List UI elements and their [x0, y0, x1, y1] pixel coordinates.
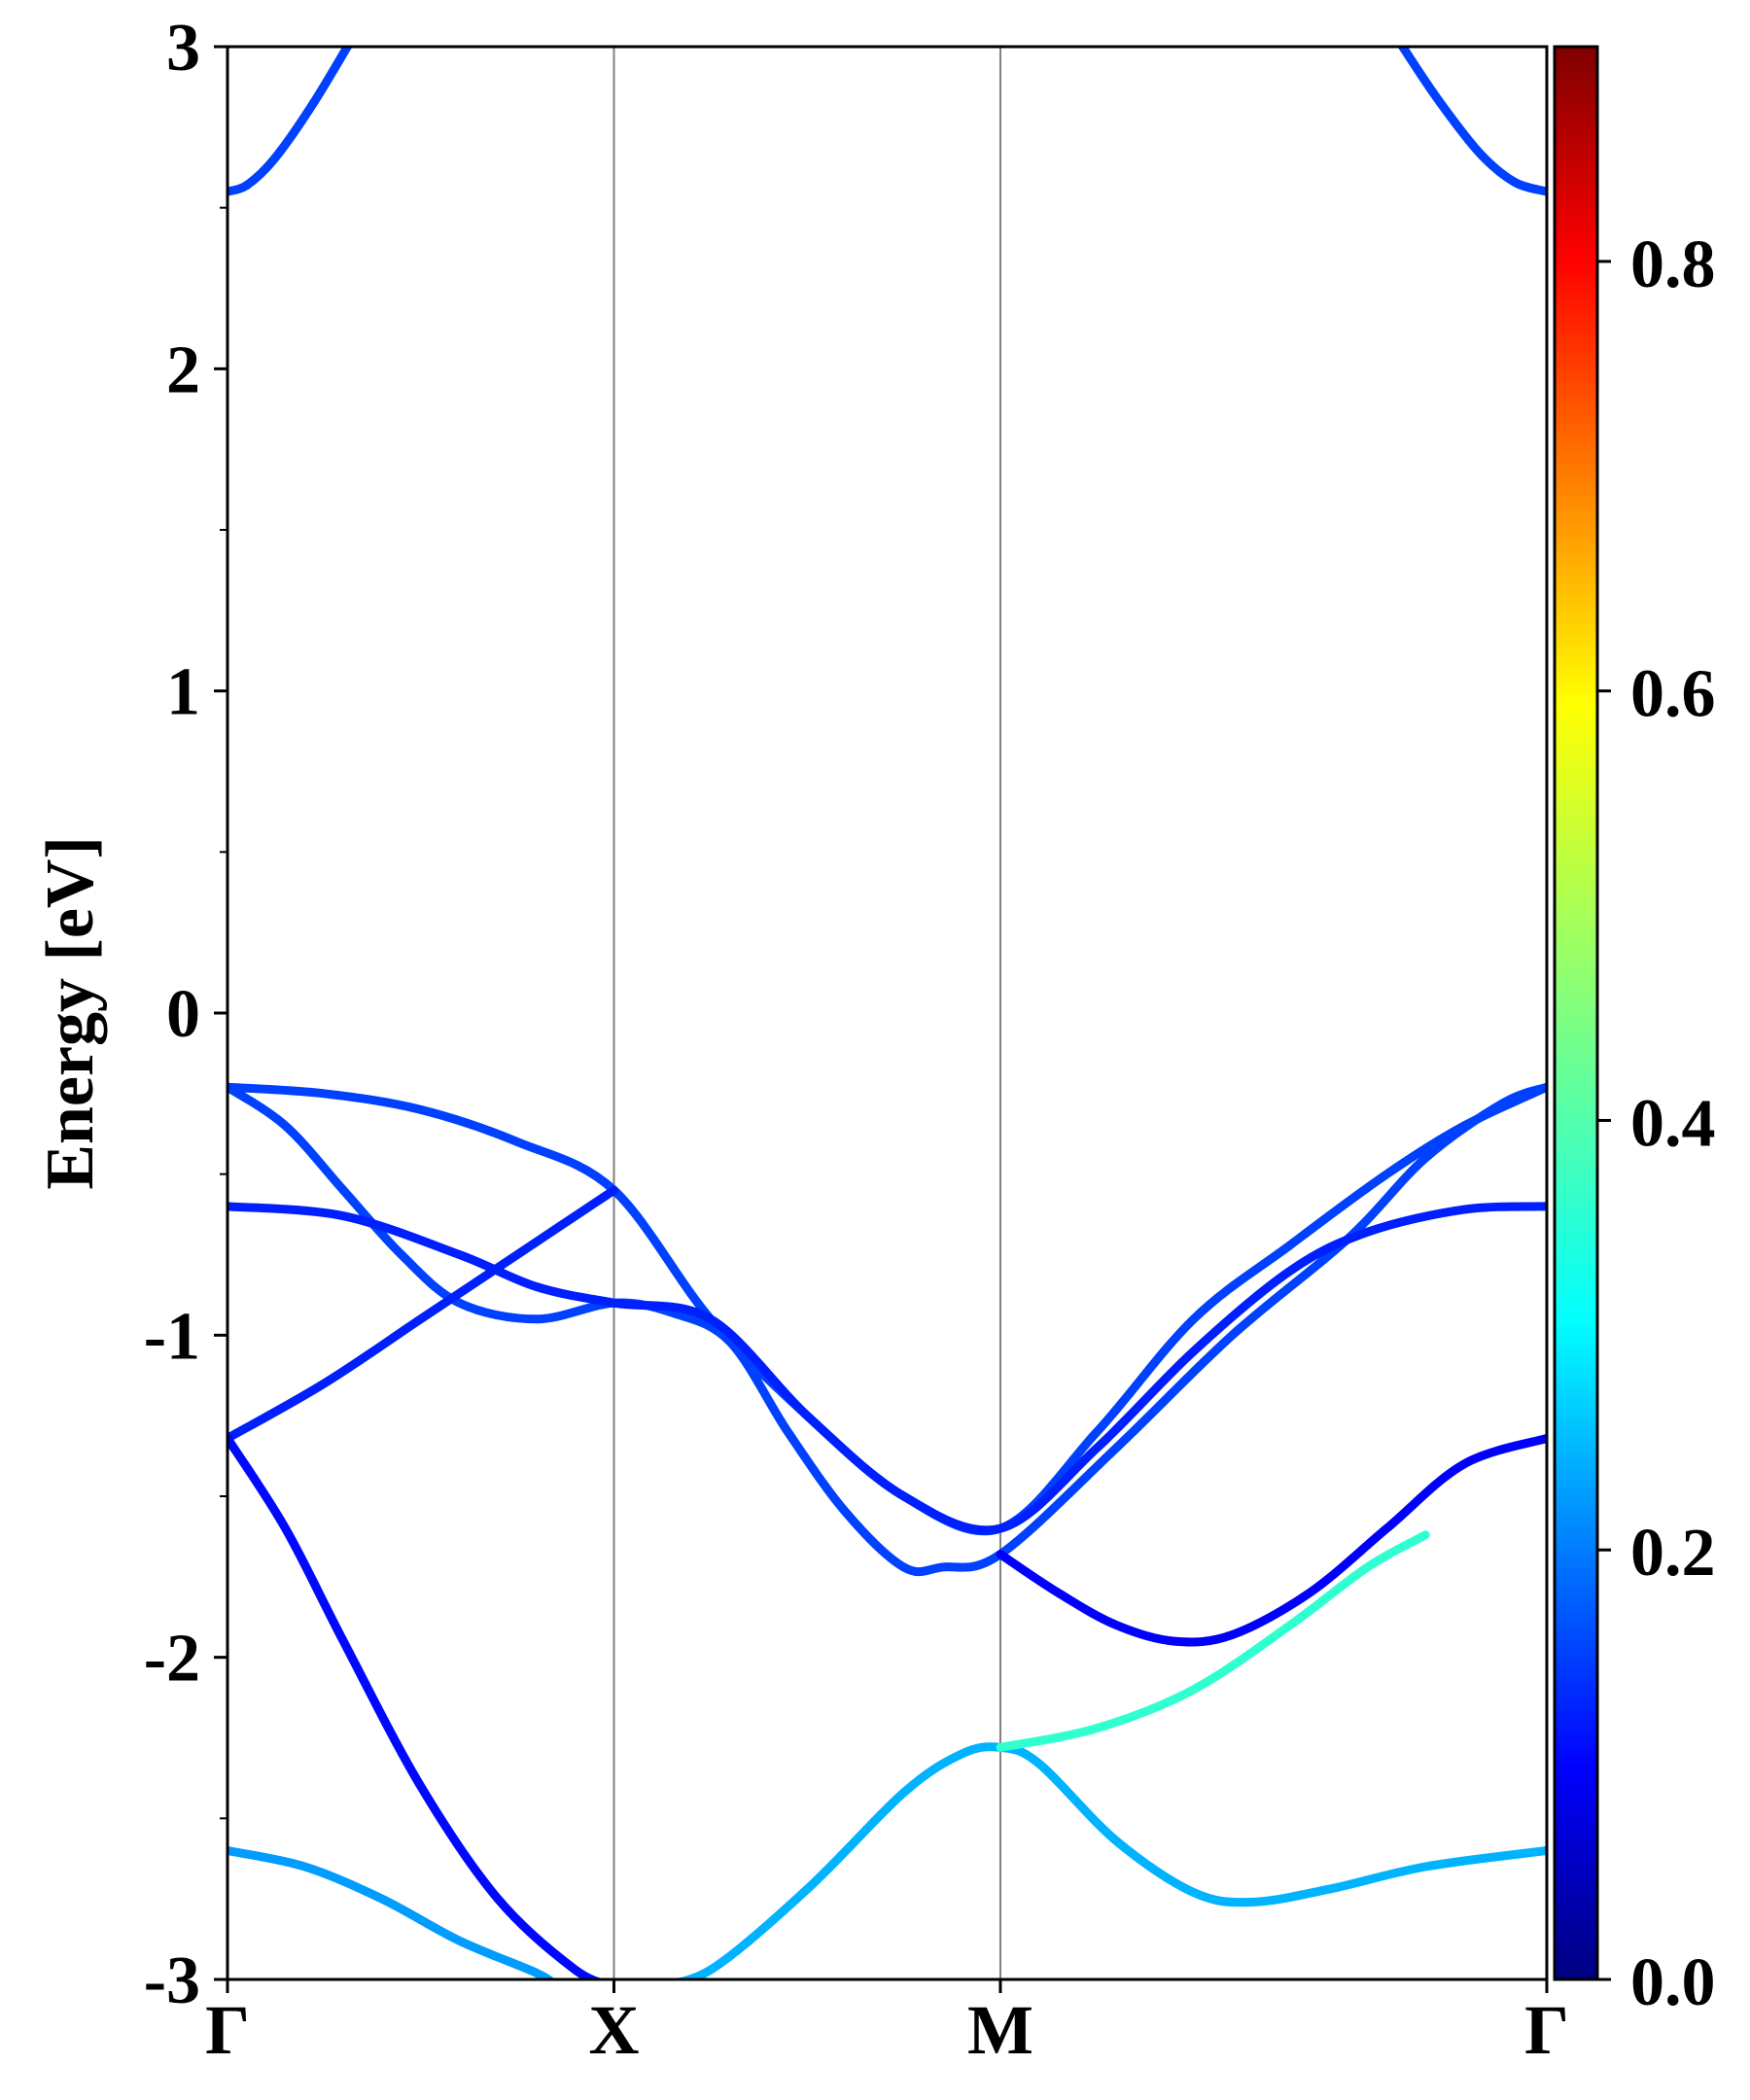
x-tick-label: Γ	[1524, 1991, 1569, 2069]
y-tick-label: 1	[166, 655, 200, 730]
y-tick-label: -1	[144, 1299, 200, 1374]
colorbar-gradient	[1553, 45, 1599, 1981]
band-line-6	[228, 1433, 607, 1979]
colorbar-tick-label: 0.6	[1630, 657, 1716, 732]
colorbar-tick-label: 0.8	[1630, 228, 1716, 302]
plot-area	[612, 47, 1001, 1979]
band-line-4	[228, 1202, 1547, 1535]
band-line-7	[996, 1433, 1547, 1647]
x-tick-label: X	[588, 1991, 639, 2069]
y-tick-label: 3	[166, 11, 200, 86]
colorbar-tick-label: 0.2	[1630, 1516, 1716, 1591]
band-line-8	[228, 1846, 556, 1979]
y-tick-label: 0	[166, 977, 200, 1052]
x-tick-label: M	[967, 1991, 1033, 2069]
y-tick-label: -2	[144, 1622, 200, 1697]
axes: -3 -2 -1 0 1 2 3 Γ X M Γ	[144, 11, 1569, 2069]
plot-frame	[226, 45, 1549, 1981]
band-line-9	[668, 1742, 1547, 1979]
band-line-1	[1397, 47, 1547, 196]
y-axis-label: Energy [eV]	[33, 836, 108, 1190]
band-line-1	[228, 47, 353, 196]
y-tick-label: -3	[144, 1943, 200, 2018]
band-lines	[228, 47, 1547, 1979]
colorbar: 0.0 0.2 0.4 0.6 0.8	[1553, 45, 1716, 2020]
colorbar-tick-label: 0.4	[1630, 1086, 1716, 1161]
band-line-10	[996, 1530, 1430, 1752]
y-tick-label: 2	[166, 332, 200, 407]
x-tick-label: Γ	[205, 1991, 250, 2069]
band-line-3	[228, 1082, 1547, 1577]
colorbar-tick-label: 0.0	[1630, 1945, 1716, 2020]
band-line-5	[228, 1185, 618, 1443]
band-line-2	[228, 1082, 1547, 1536]
